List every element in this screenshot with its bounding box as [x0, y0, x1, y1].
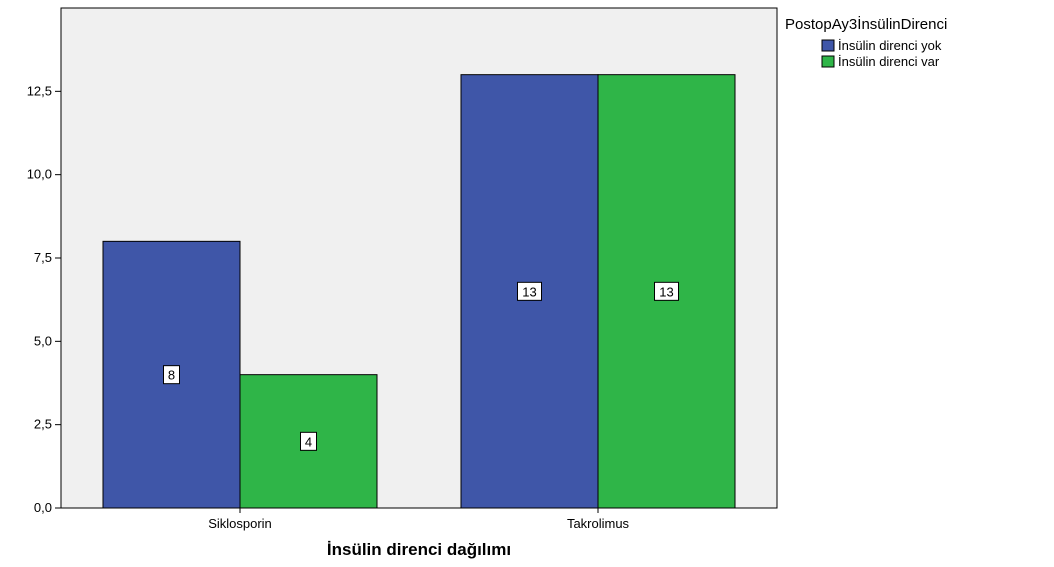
x-axis-title: İnsülin direnci dağılımı [327, 540, 511, 559]
data-label-box [517, 281, 542, 301]
data-label-box [163, 365, 180, 385]
data-label-box [300, 431, 317, 451]
legend-label: İnsülin direnci yok [838, 38, 942, 53]
y-tick-label: 10,0 [27, 167, 52, 182]
data-label-box [654, 281, 679, 301]
y-tick-label: 7,5 [34, 250, 52, 265]
y-tick-label: 5,0 [34, 333, 52, 348]
legend: PostopAy3İnsülinDirenci İnsülin direnci … [785, 15, 947, 69]
legend-swatch [821, 39, 835, 52]
data-label: 8 [168, 368, 175, 383]
y-tick-label: 0,0 [34, 500, 52, 515]
legend-label: İnsülin direnci var [838, 54, 940, 69]
y-axis-ticks: 0,0 2,5 5,0 7,5 10,0 12,5 [27, 83, 61, 515]
data-label: 4 [305, 434, 312, 449]
x-category-label: Siklosporin [208, 516, 272, 531]
y-tick-label: 12,5 [27, 83, 52, 98]
bars-layer: 8 4 13 13 [102, 74, 736, 509]
legend-title: PostopAy3İnsülinDirenci [785, 15, 947, 33]
legend-swatch [821, 55, 835, 68]
y-tick-label: 2,5 [34, 417, 52, 432]
x-category-label: Takrolimus [567, 516, 630, 531]
x-axis-categories: Siklosporin Takrolimus [208, 508, 630, 531]
data-label: 13 [659, 284, 673, 299]
data-label: 13 [522, 284, 536, 299]
